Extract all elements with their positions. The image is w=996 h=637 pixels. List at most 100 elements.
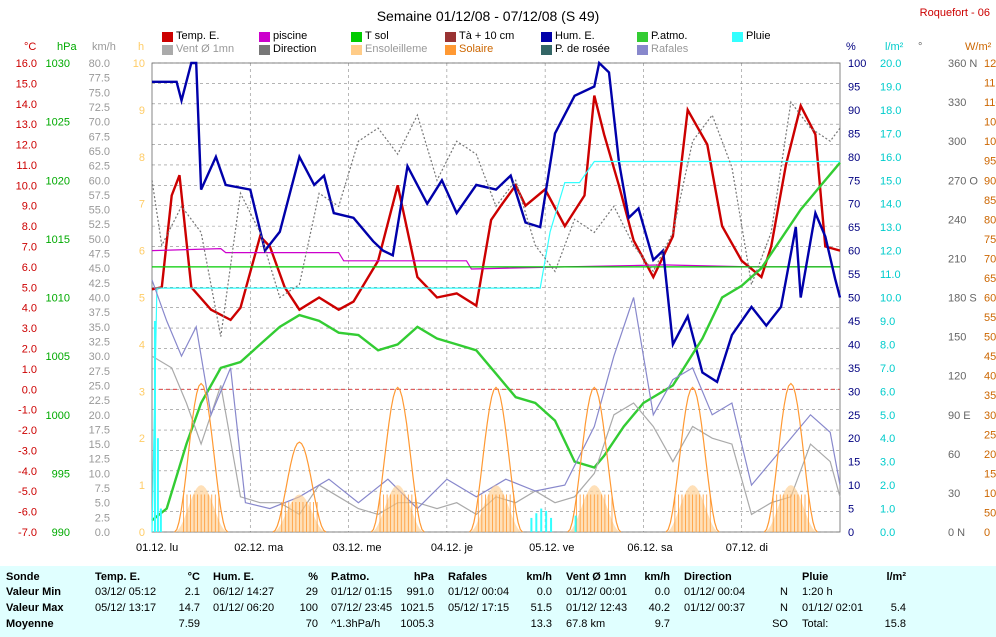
stats-temp-val: 14.7	[178, 602, 200, 614]
axis-tick-lm2: 7.0	[880, 363, 895, 375]
station-label: Roquefort - 06	[920, 7, 990, 19]
axis-tick-temp: -6.0	[18, 507, 37, 519]
axis-tick-temp: 14.0	[16, 99, 37, 111]
axis-tick-hpa: 1015	[46, 234, 70, 246]
axis-tick-kmh: 37.5	[89, 307, 110, 319]
stats-header-direction: Direction	[684, 571, 732, 583]
axis-tick-deg: 180 S	[948, 293, 977, 305]
axis-tick-pct: 25	[848, 410, 860, 422]
axis-tick-wm2: 0	[984, 527, 990, 539]
axis-tick-hpa: 1030	[46, 58, 70, 70]
stats-label: Valeur Max	[6, 602, 64, 614]
stats-raf-date: 05/12/ 17:15	[448, 602, 510, 614]
stats-dir-date: 01/12/ 00:37	[684, 602, 746, 614]
axis-tick-deg: 360 N	[948, 58, 977, 70]
legend-swatch-ensoleilleme	[351, 45, 362, 55]
stats-pa-val: 1021.5	[400, 602, 434, 614]
legend-swatch-p-atmo	[637, 32, 648, 42]
rain-bar	[153, 320, 156, 532]
series-line-temp-e	[151, 95, 841, 322]
stats-table: Sonde Temp. E. °C Hum. E. % P.atmo. hPa …	[0, 566, 996, 637]
axis-tick-pct: 5	[848, 504, 854, 516]
axis-tick-lm2: 2.0	[880, 480, 895, 492]
axis-tick-lm2: 5.0	[880, 410, 895, 422]
axis-tick-lm2: 20.0	[880, 58, 901, 70]
stats-header-pluie: Pluie	[802, 571, 829, 583]
stats-header-sonde: Sonde	[6, 571, 40, 583]
legend-label-p-atmo: P.atmo.	[651, 30, 688, 42]
axis-tick-wm2: 300	[984, 410, 996, 422]
stats-raf-val: 51.5	[530, 602, 552, 614]
axis-tick-h: 3	[139, 386, 145, 398]
axis-tick-temp: 15.0	[16, 78, 37, 90]
axis-tick-temp: 10.0	[16, 180, 37, 192]
axis-tick-kmh: 60.0	[89, 175, 110, 187]
rain-bar	[574, 515, 577, 532]
stats-header-patmo-unit: hPa	[413, 571, 434, 583]
axis-tick-pct: 30	[848, 386, 860, 398]
axis-tick-lm2: 4.0	[880, 433, 895, 445]
axis-tick-kmh: 77.5	[89, 73, 110, 85]
axis-tick-kmh: 15.0	[89, 439, 110, 451]
stats-raf-val: 13.3	[530, 618, 552, 630]
axis-tick-deg: 120	[948, 371, 966, 383]
axis-tick-deg: 150	[948, 332, 966, 344]
axis-tick-kmh: 75.0	[89, 87, 110, 99]
axis-tick-temp: 0.0	[22, 384, 37, 396]
axis-tick-pct: 85	[848, 128, 860, 140]
stats-label: Moyenne	[6, 618, 54, 630]
axis-tick-deg: 270 O	[948, 175, 978, 187]
axis-tick-kmh: 12.5	[89, 454, 110, 466]
axis-tick-kmh: 32.5	[89, 336, 110, 348]
axis-tick-pct: 75	[848, 175, 860, 187]
stats-dir-date: 01/12/ 00:04	[684, 586, 746, 598]
series-line-rafales	[151, 279, 841, 510]
axis-tick-kmh: 52.5	[89, 219, 110, 231]
axis-tick-wm2: 750	[984, 234, 996, 246]
legend-label-t-sol: T sol	[365, 30, 389, 42]
stats-hum-val: 100	[299, 602, 318, 614]
axis-tick-lm2: 8.0	[880, 339, 895, 351]
legend-label-pluie: Pluie	[746, 30, 771, 42]
axis-tick-h: 10	[133, 58, 145, 70]
axis-unit-temp: °C	[24, 41, 36, 53]
stats-header-hum-unit: %	[308, 571, 318, 583]
axis-tick-kmh: 7.5	[95, 483, 110, 495]
axis-tick-h: 6	[139, 246, 145, 258]
axis-tick-wm2: 350	[984, 390, 996, 402]
axis-tick-kmh: 72.5	[89, 102, 110, 114]
stats-vent-val: 40.2	[648, 602, 670, 614]
axis-tick-pct: 0	[848, 527, 854, 539]
axis-tick-temp: 8.0	[22, 221, 37, 233]
axis-tick-pct: 55	[848, 269, 860, 281]
axis-tick-deg: 0 N	[948, 527, 965, 539]
stats-vent-date: 67.8 km	[566, 618, 606, 630]
axis-tick-wm2: 200	[984, 449, 996, 461]
stats-header-temp-unit: °C	[187, 571, 200, 583]
axis-tick-lm2: 15.0	[880, 175, 901, 187]
chart-series	[151, 60, 842, 533]
axis-tick-temp: 11.0	[16, 160, 37, 172]
rain-bar	[535, 513, 538, 532]
axis-tick-wm2: 500	[984, 332, 996, 344]
series-line-hum-e	[152, 60, 842, 384]
axis-tick-lm2: 6.0	[880, 386, 895, 398]
axis-tick-kmh: 0.0	[95, 527, 110, 539]
legend-swatch-solaire	[445, 45, 456, 55]
legend-label-vent-1mn: Vent Ø 1mn	[176, 43, 235, 55]
axis-tick-kmh: 10.0	[89, 468, 110, 480]
x-tick-label: 01.12. lu	[136, 542, 178, 554]
stats-header-temp: Temp. E.	[95, 571, 141, 583]
stats-header-rafales: Rafales	[448, 571, 488, 583]
axis-tick-kmh: 57.5	[89, 190, 110, 202]
axis-tick-kmh: 80.0	[89, 58, 110, 70]
axis-tick-kmh: 40.0	[89, 293, 110, 305]
axis-tick-pct: 60	[848, 246, 860, 258]
axis-tick-wm2: 950	[984, 156, 996, 168]
axis-tick-pct: 50	[848, 293, 860, 305]
axis-tick-pct: 90	[848, 105, 860, 117]
series-line-pluie	[151, 160, 840, 533]
x-tick-label: 02.12. ma	[234, 542, 284, 554]
axis-unit-deg: °	[918, 41, 922, 53]
